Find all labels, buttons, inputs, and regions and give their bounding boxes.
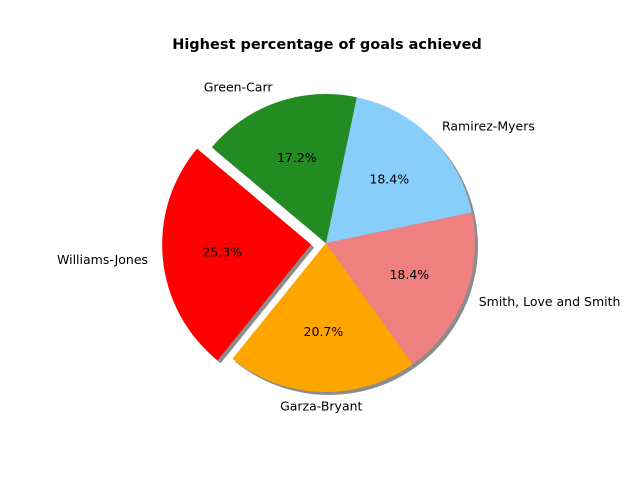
slice-label-williams-jones: Williams-Jones	[57, 252, 148, 267]
slice-label-green-carr: Green-Carr	[204, 80, 274, 95]
percent-label-ramirez-myers: 18.4%	[369, 171, 409, 186]
slice-smith-love-and-smith	[326, 212, 475, 365]
slice-ramirez-myers	[326, 97, 472, 244]
slice-label-garza-bryant: Garza-Bryant	[280, 398, 362, 413]
slice-label-ramirez-myers: Ramirez-Myers	[442, 119, 535, 134]
pie-slices	[162, 94, 475, 392]
chart-title: Highest percentage of goals achieved	[172, 37, 482, 53]
percent-label-garza-bryant: 20.7%	[304, 324, 344, 339]
slice-labels: Williams-Jones 25.3% Garza-Bryant 20.7% Smit…	[57, 80, 620, 414]
slice-label-smith-love-and-smith: Smith, Love and Smith	[479, 294, 621, 309]
slice-williams-jones	[162, 148, 312, 361]
slice-green-carr	[211, 94, 357, 243]
percent-label-williams-jones: 25.3%	[202, 245, 242, 260]
percent-label-green-carr: 17.2%	[277, 150, 317, 165]
percent-label-smith-love-and-smith: 18.4%	[389, 267, 429, 282]
slice-garza-bryant	[232, 243, 413, 392]
